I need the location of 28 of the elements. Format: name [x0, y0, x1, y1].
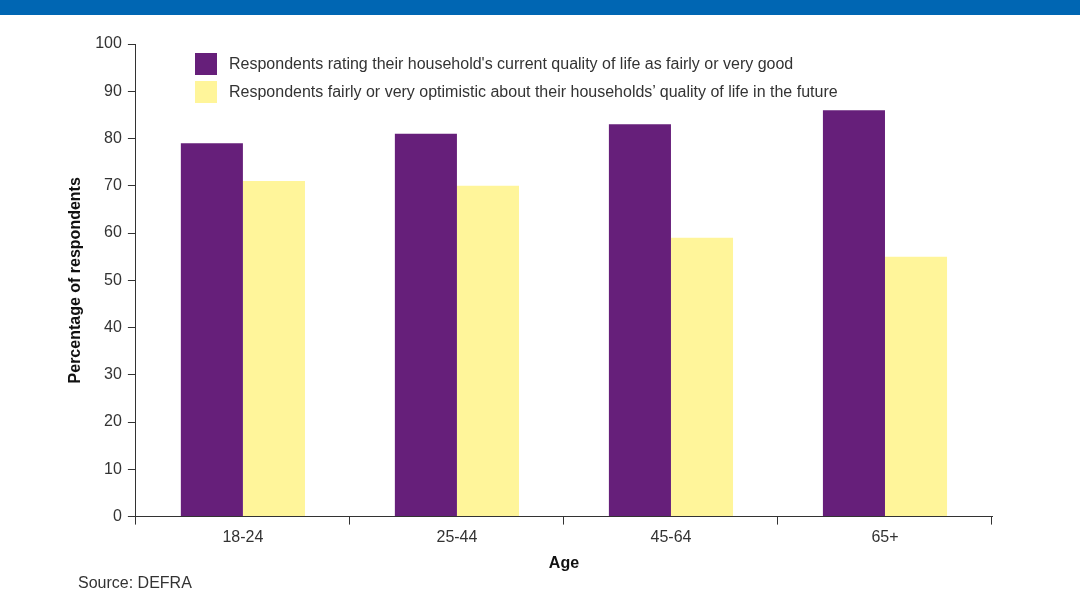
y-tick-label: 80: [104, 128, 122, 146]
source-note: Source: DEFRA: [78, 574, 192, 592]
bar: [456, 185, 519, 517]
bar: [180, 143, 243, 517]
x-tick-label: 45-64: [650, 527, 692, 545]
legend-label: Respondents fairly or very optimistic about their households’ quality of life in the future: [229, 83, 838, 101]
bar: [884, 256, 948, 517]
bar: [608, 124, 671, 517]
y-tick-label: 30: [104, 365, 122, 383]
y-tick-label: 60: [104, 223, 122, 241]
y-tick-label: 50: [104, 270, 122, 288]
y-axis-title: Percentage of respondents: [66, 177, 84, 384]
bar: [394, 133, 457, 517]
y-tick-label: 40: [104, 317, 122, 335]
y-tick-label: 0: [112, 507, 122, 525]
y-tick-label: 70: [104, 176, 122, 194]
x-axis-title: Age: [548, 553, 580, 571]
y-tick-label: 100: [95, 34, 122, 52]
legend-label: Respondents rating their household's current quality of life as fairly or very good: [229, 55, 794, 73]
x-tick-label: 25-44: [436, 527, 478, 545]
x-tick-label: 18-24: [222, 527, 264, 545]
x-tick-label: 65+: [871, 527, 899, 545]
bar: [822, 110, 885, 517]
bar: [242, 181, 305, 517]
y-tick-label: 10: [104, 459, 122, 477]
y-tick-label: 20: [104, 412, 122, 430]
bar: [670, 237, 734, 517]
y-tick-label: 90: [104, 81, 122, 99]
